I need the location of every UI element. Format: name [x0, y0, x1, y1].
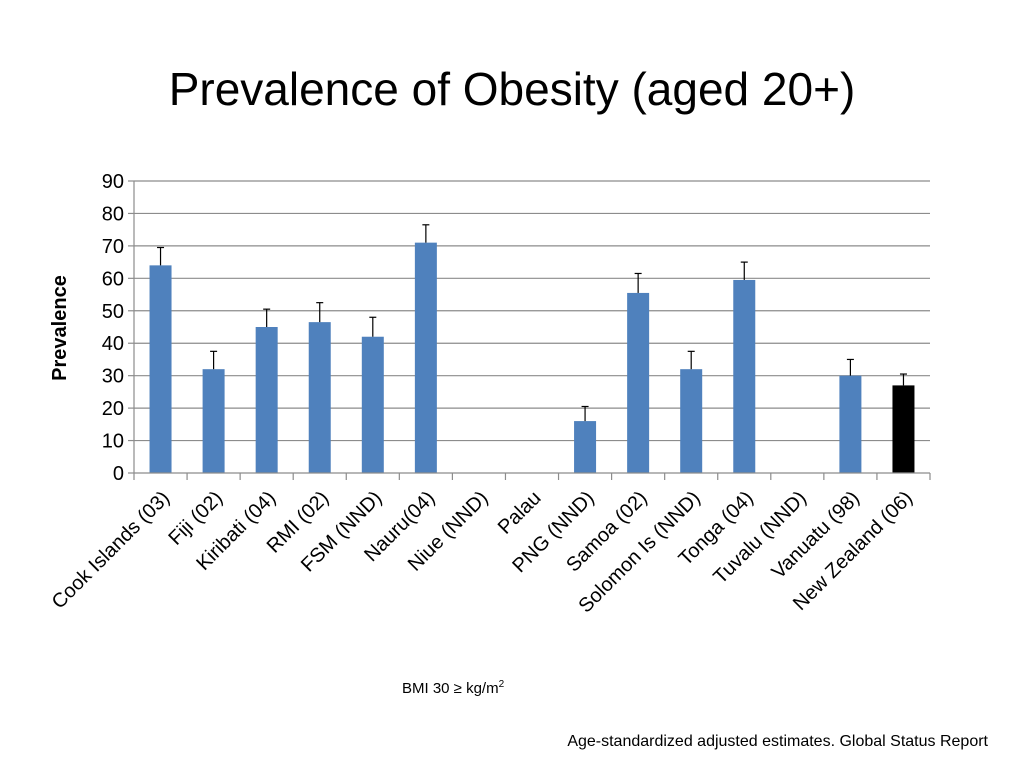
- bar: [415, 243, 437, 473]
- bmi-note: BMI 30 ≥ kg/m2: [402, 679, 504, 697]
- y-axis-label: Prevalence: [49, 275, 71, 381]
- bar: [839, 376, 861, 473]
- bar: [733, 280, 755, 473]
- y-tick-label: 60: [102, 268, 124, 290]
- bmi-note-text: BMI 30 ≥ kg/m: [402, 680, 499, 697]
- source-note: Age-standardized adjusted estimates. Glo…: [567, 733, 988, 751]
- bmi-note-superscript: 2: [499, 679, 505, 690]
- y-tick-label: 50: [102, 301, 124, 323]
- y-tick-label: 70: [102, 236, 124, 258]
- bar-chart: 0 10 20 30 40 50 60 70 80 90 Cook Islands (03)Fij…: [0, 0, 1024, 680]
- axes: [134, 181, 930, 480]
- bars: [150, 243, 915, 473]
- y-tick-label: 80: [102, 203, 124, 225]
- bar: [309, 322, 331, 473]
- bar: [680, 369, 702, 473]
- bar: [362, 337, 384, 473]
- y-tick-label: 40: [102, 333, 124, 355]
- y-tick-label: 20: [102, 398, 124, 420]
- y-tick-label: 30: [102, 366, 124, 388]
- bar: [892, 385, 914, 473]
- y-tick-label: 90: [102, 171, 124, 193]
- x-tick-label: Cook Islands (03): [48, 487, 174, 613]
- bar: [574, 421, 596, 473]
- x-tick-label: Tuvalu (NND): [709, 487, 810, 588]
- x-axis-labels: Cook Islands (03)Fiji (02)Kiribati (04)R…: [48, 487, 917, 617]
- y-tick-label: 0: [113, 463, 124, 485]
- grid-lines: [134, 181, 930, 441]
- bar: [150, 265, 172, 473]
- bar: [627, 293, 649, 473]
- y-axis-ticks: 0 10 20 30 40 50 60 70 80 90: [102, 171, 134, 485]
- y-tick-label: 10: [102, 431, 124, 453]
- bar: [256, 327, 278, 473]
- bar: [203, 369, 225, 473]
